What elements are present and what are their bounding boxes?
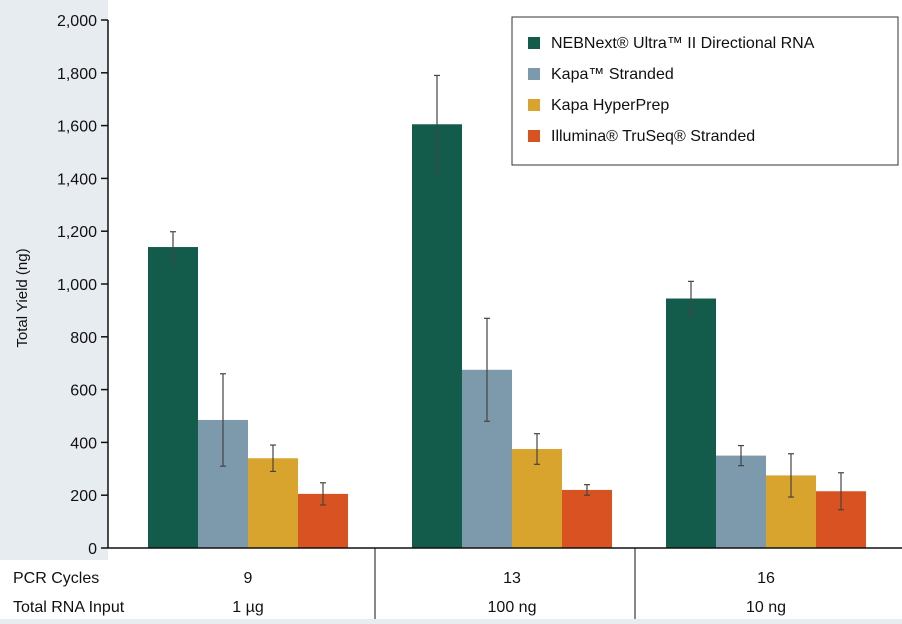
rna-input-row-label: Total RNA Input [13,599,125,616]
bar [562,489,612,548]
bar [716,455,766,548]
y-tick-label: 1,000 [57,277,97,294]
y-tick-label: 2,000 [57,13,97,30]
y-tick-label: 400 [70,435,97,452]
pcr-cycles-value: 13 [503,570,521,587]
rna-input-value: 100 ng [488,599,537,616]
bar [512,449,562,548]
legend-swatch [528,99,540,111]
pcr-cycles-value: 16 [757,570,775,587]
bar [666,298,716,548]
y-axis-label: Total Yield (ng) [14,248,31,347]
legend-label: Kapa HyperPrep [551,97,669,114]
y-tick-label: 1,800 [57,66,97,83]
y-tick-label: 0 [88,541,97,558]
bar [248,458,298,548]
bar [148,247,198,549]
rna-input-value: 10 ng [746,599,786,616]
bar [412,124,462,548]
y-tick-label: 1,600 [57,119,97,136]
y-tick-label: 1,400 [57,171,97,188]
legend-swatch [528,130,540,142]
rna-input-value: 1 µg [232,599,263,616]
legend-box [511,16,899,166]
legend-label: NEBNext® Ultra™ II Directional RNA [551,35,815,52]
y-tick-label: 1,200 [57,224,97,241]
y-tick-label: 600 [70,383,97,400]
y-axis: Total Yield (ng) 0 200 400 600 800 1,000 1,200… [14,13,109,558]
category-table: PCR Cycles Total RNA Input 9 1 µg 13 100 ng… [13,548,786,619]
pcr-cycles-value: 9 [244,570,253,587]
category-labels: 9 1 µg 13 100 ng 16 10 ng [232,570,786,616]
legend-label: Kapa™ Stranded [551,66,674,83]
category-table-background [0,560,902,619]
y-tick-label: 200 [70,488,97,505]
pcr-cycles-row-label: PCR Cycles [13,570,99,587]
legend-swatch [528,68,540,80]
bars-layer [148,74,866,549]
legend-swatch [528,37,540,49]
legend-items: NEBNext® Ultra™ II Directional RNA Kapa™ … [528,35,815,145]
legend-label: Illumina® TruSeq® Stranded [551,128,755,145]
legend: NEBNext® Ultra™ II Directional RNA Kapa™ … [511,16,899,166]
y-tick-label: 800 [70,330,97,347]
